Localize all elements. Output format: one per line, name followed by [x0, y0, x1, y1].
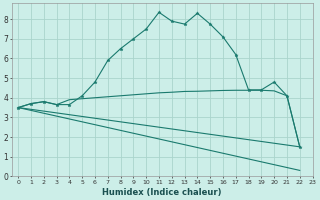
X-axis label: Humidex (Indice chaleur): Humidex (Indice chaleur) [102, 188, 222, 197]
